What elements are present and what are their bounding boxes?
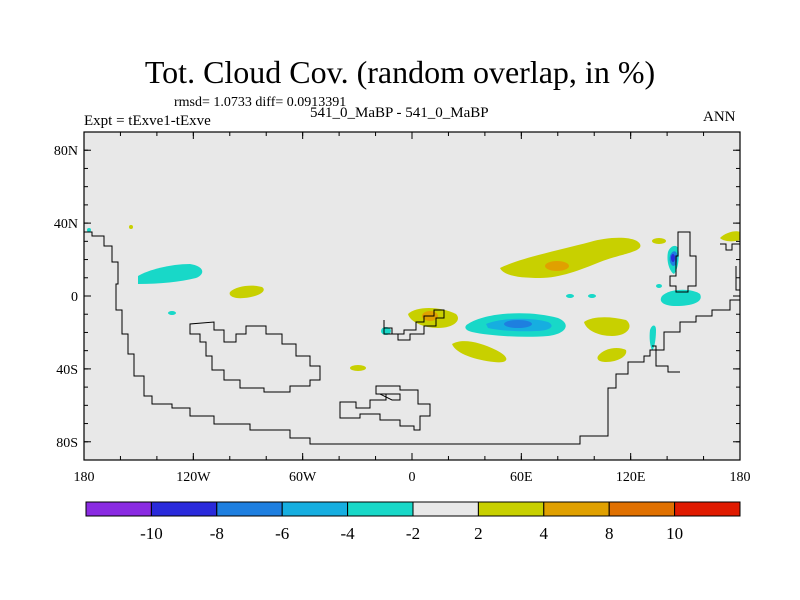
coastline-east-edge [735, 266, 740, 291]
contour-dot-2 [129, 225, 133, 229]
map-background [84, 132, 740, 460]
lon-tick-label: 120W [176, 470, 211, 485]
axis-layer: 80N 40N 0 40S 80S 180 120W 60W 0 60E 120E 180 [54, 132, 751, 485]
season-label: ANN [703, 109, 736, 125]
lon-tick-label: 180 [74, 470, 95, 485]
lat-tick-label: 80N [54, 144, 78, 159]
contour-orange-asia [545, 261, 569, 271]
contour-dot-7 [588, 294, 596, 298]
contour-negative-wpacific [660, 289, 701, 306]
coastlines [84, 231, 740, 445]
colorbar-label: -8 [210, 524, 224, 543]
contour-negative-spacific [649, 325, 656, 350]
coastline-antarctic-peninsula [339, 385, 431, 431]
statistics-label: rmsd= 1.0733 diff= 0.0913391 [174, 95, 347, 110]
contour-dot-6 [566, 294, 574, 298]
coastline-africa [383, 309, 445, 341]
colorbar-label: -6 [275, 524, 289, 543]
case-label: 541_0_MaBP - 541_0_MaBP [310, 105, 489, 121]
lat-tick-label: 0 [71, 290, 78, 305]
colorbar-label: 8 [605, 524, 614, 543]
contour-dot-9 [656, 284, 662, 288]
coastline-japan [669, 231, 697, 293]
colorbar-swatch [608, 501, 676, 517]
colorbar-swatch [674, 501, 741, 517]
lon-tick-label: 0 [409, 470, 416, 485]
plot-title: Tot. Cloud Cov. (random overlap, in %) [144, 54, 656, 90]
contour-dot-1 [168, 311, 176, 315]
colorbar-swatch [85, 501, 152, 517]
lon-tick-label: 60E [510, 470, 533, 485]
contour-negative-japan-3 [671, 254, 675, 262]
contour-positive-epacific [229, 285, 264, 299]
lon-tick-label: 180 [730, 470, 751, 485]
colorbar: -10 -8 -6 -4 -2 2 4 8 10 [85, 501, 741, 543]
lon-tick-label: 120E [616, 470, 646, 485]
colorbar-label: -2 [406, 524, 420, 543]
coastline-south-america [189, 321, 321, 393]
colorbar-label: -4 [341, 524, 356, 543]
colorbar-swatch [347, 501, 414, 517]
lat-tick-label: 40S [56, 363, 78, 378]
coastline-island-1 [379, 393, 401, 401]
colorbar-swatch [281, 501, 349, 517]
anomaly-contours [87, 225, 740, 371]
contour-positive-nwpacific [720, 231, 740, 242]
lat-tick-label: 40N [54, 217, 78, 232]
lon-tick-label: 60W [289, 470, 317, 485]
contour-positive-australia [584, 317, 630, 336]
colorbar-swatch [150, 501, 218, 517]
coastline-kamchatka [720, 243, 740, 251]
contour-negative-pacific [138, 264, 203, 284]
lat-tick-label: 80S [56, 436, 78, 451]
coastline-nz [652, 345, 680, 373]
colorbar-label: 10 [666, 524, 683, 543]
colorbar-swatch [216, 501, 283, 517]
contour-dot-4 [350, 365, 366, 371]
contour-negative-indian-3 [504, 320, 532, 328]
contour-dot-8 [652, 238, 666, 244]
experiment-label: Expt = tExve1-tExve [84, 113, 211, 129]
contour-positive-asia [500, 237, 641, 278]
coastline-main [84, 231, 740, 445]
colorbar-swatch [412, 501, 479, 517]
contour-dot-3 [87, 228, 91, 232]
colorbar-swatch [543, 501, 610, 517]
colorbar-label: 2 [474, 524, 483, 543]
colorbar-label: 4 [540, 524, 549, 543]
colorbar-swatch [477, 501, 545, 517]
contour-positive-satlantic [452, 341, 507, 363]
colorbar-label: -10 [140, 524, 163, 543]
contour-positive-australia-2 [597, 348, 627, 362]
